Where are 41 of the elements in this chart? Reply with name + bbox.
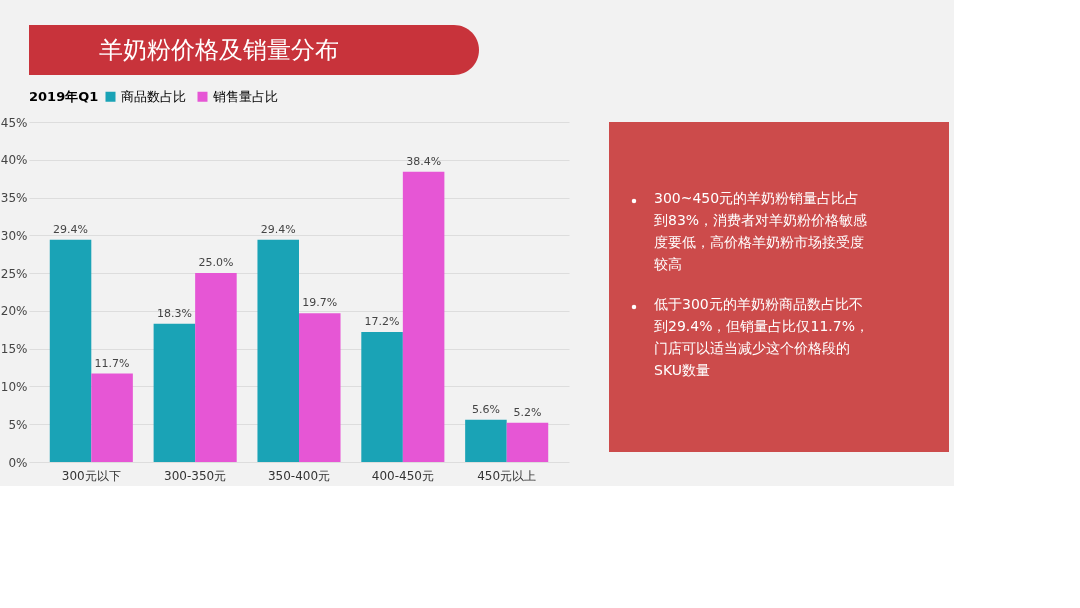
bar bbox=[506, 422, 549, 462]
bar bbox=[361, 332, 403, 462]
bar bbox=[153, 323, 196, 462]
y-tick-label: 20% bbox=[0, 304, 28, 319]
legend-title: 2019年Q1 bbox=[29, 89, 99, 104]
bar bbox=[195, 273, 237, 462]
data-label: 5.6% bbox=[471, 402, 500, 416]
y-tick-label: 40% bbox=[0, 153, 28, 168]
y-tick-label: 25% bbox=[0, 266, 28, 281]
data-label: 18.3% bbox=[156, 306, 192, 320]
bar bbox=[49, 239, 92, 462]
y-tick-label: 10% bbox=[0, 379, 28, 394]
legend-label: 商品数占比 bbox=[121, 88, 186, 104]
data-label: 5.2% bbox=[513, 405, 542, 419]
x-tick-label: 450元以上 bbox=[477, 468, 537, 483]
bar bbox=[465, 419, 507, 462]
y-tick-label: 15% bbox=[0, 342, 28, 357]
text: 300~450元的羊奶粉销量占比占到83%，消费者对羊奶粉价格敏感度要低，高价格羊奶粉市场接受度较高 bbox=[654, 190, 868, 272]
chart-title: 羊奶粉价格及销量分布 bbox=[99, 36, 339, 64]
y-tick-label: 30% bbox=[0, 228, 28, 243]
data-label: 11.7% bbox=[94, 356, 130, 370]
x-tick-label: 350-400元 bbox=[267, 468, 331, 483]
x-tick-label: 300-350元 bbox=[164, 468, 227, 483]
bar bbox=[91, 373, 133, 462]
x-tick-label: 300元以下 bbox=[61, 468, 121, 483]
bar bbox=[299, 313, 341, 462]
data-label: 38.4% bbox=[406, 154, 442, 168]
text: 低于300元的羊奶粉商品数占比不到29.4%，但销量占比仅11.7%，门店可以适当减少这个价格段的SKU数量 bbox=[654, 296, 869, 378]
y-tick-label: 35% bbox=[0, 191, 28, 206]
x-tick-label: 400-450元 bbox=[371, 468, 434, 483]
bar bbox=[402, 171, 445, 462]
bar bbox=[257, 239, 299, 462]
data-label: 29.4% bbox=[260, 222, 296, 236]
data-label: 25.0% bbox=[198, 256, 234, 270]
legend-label: 销售量占比 bbox=[212, 88, 278, 104]
y-tick-label: 5% bbox=[8, 417, 28, 432]
data-label: 29.4% bbox=[53, 222, 89, 236]
y-tick-label: 0% bbox=[8, 455, 28, 470]
data-label: 17.2% bbox=[364, 315, 400, 329]
data-label: 19.7% bbox=[302, 296, 338, 310]
y-tick-label: 45% bbox=[0, 115, 28, 130]
